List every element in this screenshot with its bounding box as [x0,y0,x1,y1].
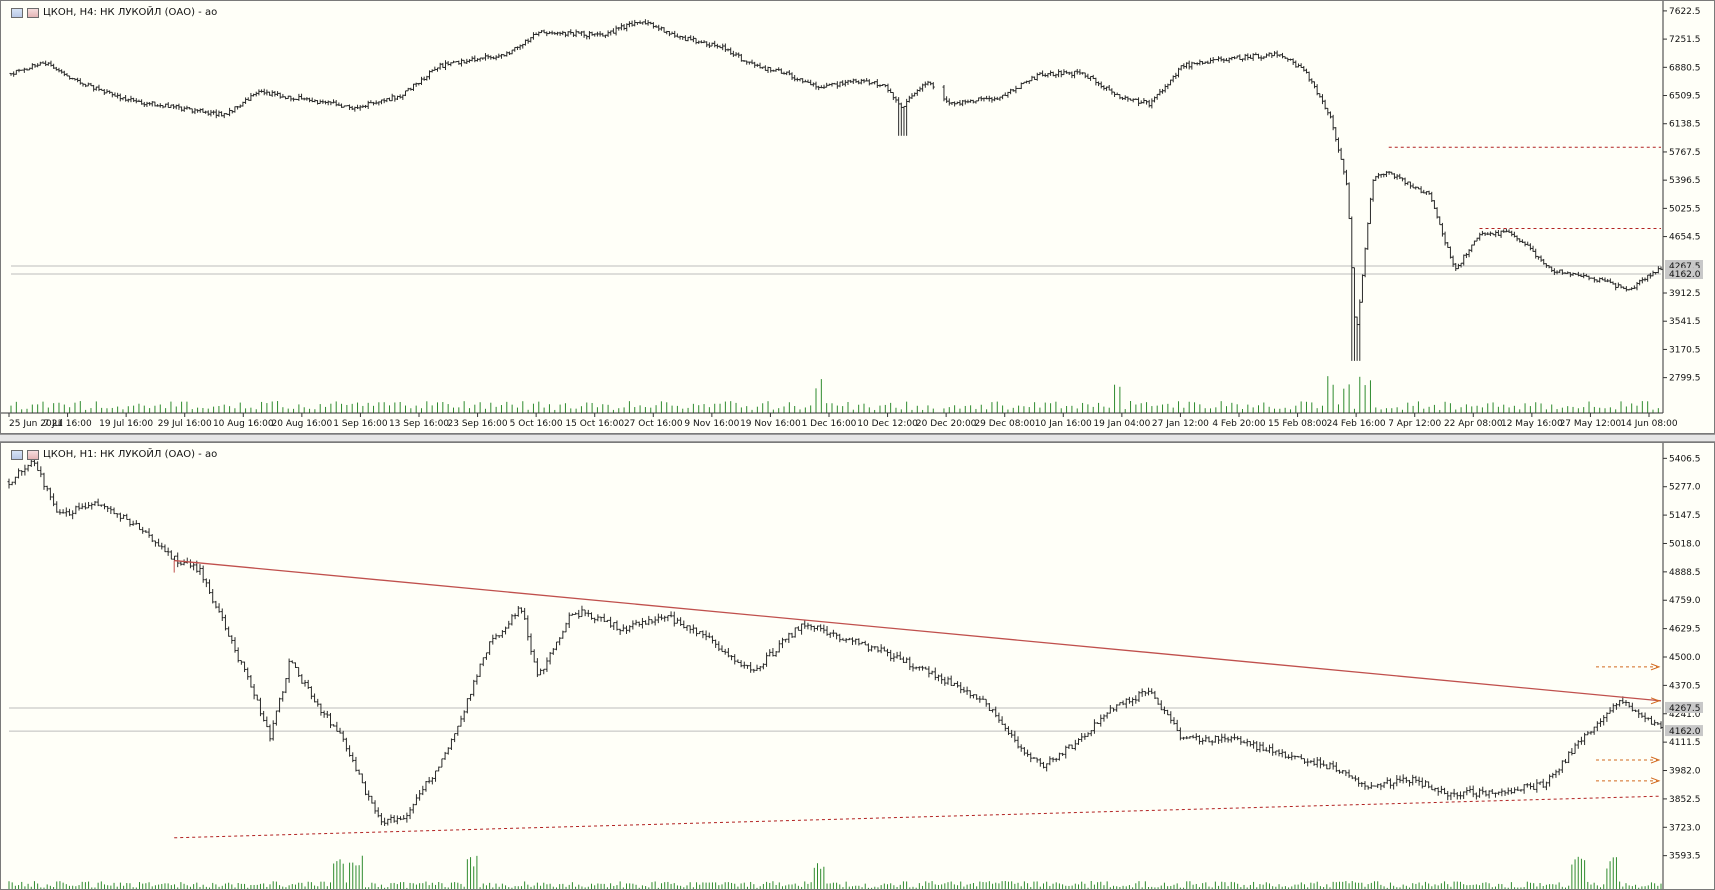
time-tick-label: 23 Sep 16:00 [448,419,508,429]
time-tick-label: 20 Aug 16:00 [272,419,333,429]
price-tick-label: 5406.5 [1669,454,1701,464]
price-label-box [1665,725,1703,737]
price-tick-label: 4111.5 [1669,738,1701,748]
panel-separator[interactable] [0,434,1715,442]
price-tick-label: 3982.0 [1669,767,1701,777]
time-tick-label: 29 Dec 08:00 [974,419,1035,429]
chart-properties-icon [27,7,39,18]
price-tick-label: 4654.5 [1669,233,1701,243]
h4-chart-panel[interactable]: ЦКОН, H4: НК ЛУКОЙЛ (ОАО) - ао 7622.5 725… [0,0,1715,434]
price-label-box [1665,268,1703,280]
price-tick-label: 5018.0 [1669,539,1701,549]
h1-chart-panel[interactable]: ЦКОН, H1: НК ЛУКОЙЛ (ОАО) - ао 5406.5 527… [0,442,1715,890]
time-tick-label: 19 Jan 04:00 [1093,419,1150,429]
price-tick-label: 5277.0 [1669,483,1701,493]
time-tick-label: 10 Dec 12:00 [857,419,918,429]
price-label-box [1665,260,1703,272]
price-tick-label: 4241.0 [1669,710,1701,720]
time-tick-label: 27 Jan 12:00 [1152,419,1209,429]
price-tick-label: 3170.5 [1669,345,1701,355]
time-tick-label: 15 Oct 16:00 [565,419,624,429]
current-price-label: 4162.0 [1669,270,1701,280]
chart-header: ЦКОН, H1: НК ЛУКОЙЛ (ОАО) - ао [11,449,217,460]
current-price-label: 4267.5 [1669,262,1701,272]
time-tick-label: 15 Feb 08:00 [1268,419,1327,429]
price-tick-label: 7622.5 [1669,7,1701,17]
price-tick-label: 6880.5 [1669,63,1701,73]
price-tick-label: 7251.5 [1669,35,1701,45]
time-tick-label: 27 May 12:00 [1560,419,1622,429]
price-tick-label: 3541.5 [1669,317,1701,327]
time-tick-label: 10 Jan 16:00 [1035,419,1092,429]
target-arrow-head [1650,756,1661,764]
price-tick-label: 3852.5 [1669,795,1701,805]
time-tick-label: 27 Oct 16:00 [624,419,683,429]
chart-title: ЦКОН, H4: НК ЛУКОЙЛ (ОАО) - ао [43,7,218,18]
price-label-box [1665,701,1703,713]
price-tick-label: 4370.5 [1669,681,1701,691]
time-tick-label: 1 Dec 16:00 [802,419,857,429]
time-tick-label: 9 Nov 16:00 [684,419,739,429]
target-arrow-head [1650,777,1661,785]
current-price-label: 4162.0 [1669,727,1701,737]
price-tick-label: 5025.5 [1669,204,1701,214]
current-price-label: 4267.5 [1669,704,1701,714]
time-tick-label: 19 Nov 16:00 [740,419,801,429]
time-tick-label: 1 Sep 16:00 [333,419,388,429]
h4-chart-canvas[interactable]: 7622.5 7251.5 6880.5 6509.5 6138.5 5767.5 5396… [1,1,1715,434]
price-tick-label: 5396.5 [1669,176,1701,186]
time-tick-label: 5 Oct 16:00 [510,419,563,429]
time-tick-label: 29 Jul 16:00 [158,419,212,429]
price-tick-label: 4888.5 [1669,568,1701,578]
time-tick-label: 20 Dec 20:00 [916,419,977,429]
time-tick-label: 22 Apr 08:00 [1444,419,1503,429]
price-tick-label: 5147.5 [1669,511,1701,521]
time-tick-label: 24 Feb 16:00 [1327,419,1386,429]
price-tick-label: 6138.5 [1669,120,1701,130]
chart-window-icon [11,7,23,18]
price-tick-label: 4759.0 [1669,596,1701,606]
time-tick-label: 19 Jul 16:00 [99,419,153,429]
time-tick-label: 12 May 16:00 [1501,419,1563,429]
time-tick-label: 7 Apr 12:00 [1388,419,1441,429]
target-arrow-head [1650,663,1661,671]
time-tick-label: 7 Jul 16:00 [43,419,92,429]
support-trendline [174,795,1662,839]
price-tick-label: 6509.5 [1669,92,1701,102]
time-tick-label: 10 Aug 16:00 [213,419,274,429]
time-tick-label: 4 Feb 20:00 [1212,419,1266,429]
trendline-arrow-head [1650,697,1661,705]
chart-window-icon [11,449,23,460]
time-tick-label: 25 Jun 2021 [9,419,63,429]
price-tick-label: 5767.5 [1669,148,1701,158]
chart-header: ЦКОН, H4: НК ЛУКОЙЛ (ОАО) - ао [11,7,217,18]
price-tick-label: 4629.5 [1669,625,1701,635]
resistance-trendline [174,559,1662,702]
price-tick-label: 4500.0 [1669,653,1701,663]
price-tick-label: 3723.0 [1669,823,1701,833]
h1-chart-canvas[interactable]: 5406.5 5277.0 5147.5 5018.0 4888.5 4759.0 4629… [1,443,1715,890]
price-tick-label: 3912.5 [1669,289,1701,299]
time-tick-label: 13 Sep 16:00 [389,419,449,429]
chart-properties-icon [27,449,39,460]
chart-title: ЦКОН, H1: НК ЛУКОЙЛ (ОАО) - ао [43,449,218,460]
time-tick-label: 14 Jun 08:00 [1620,419,1677,429]
price-tick-label: 3593.5 [1669,852,1701,862]
price-tick-label: 2799.5 [1669,374,1701,384]
